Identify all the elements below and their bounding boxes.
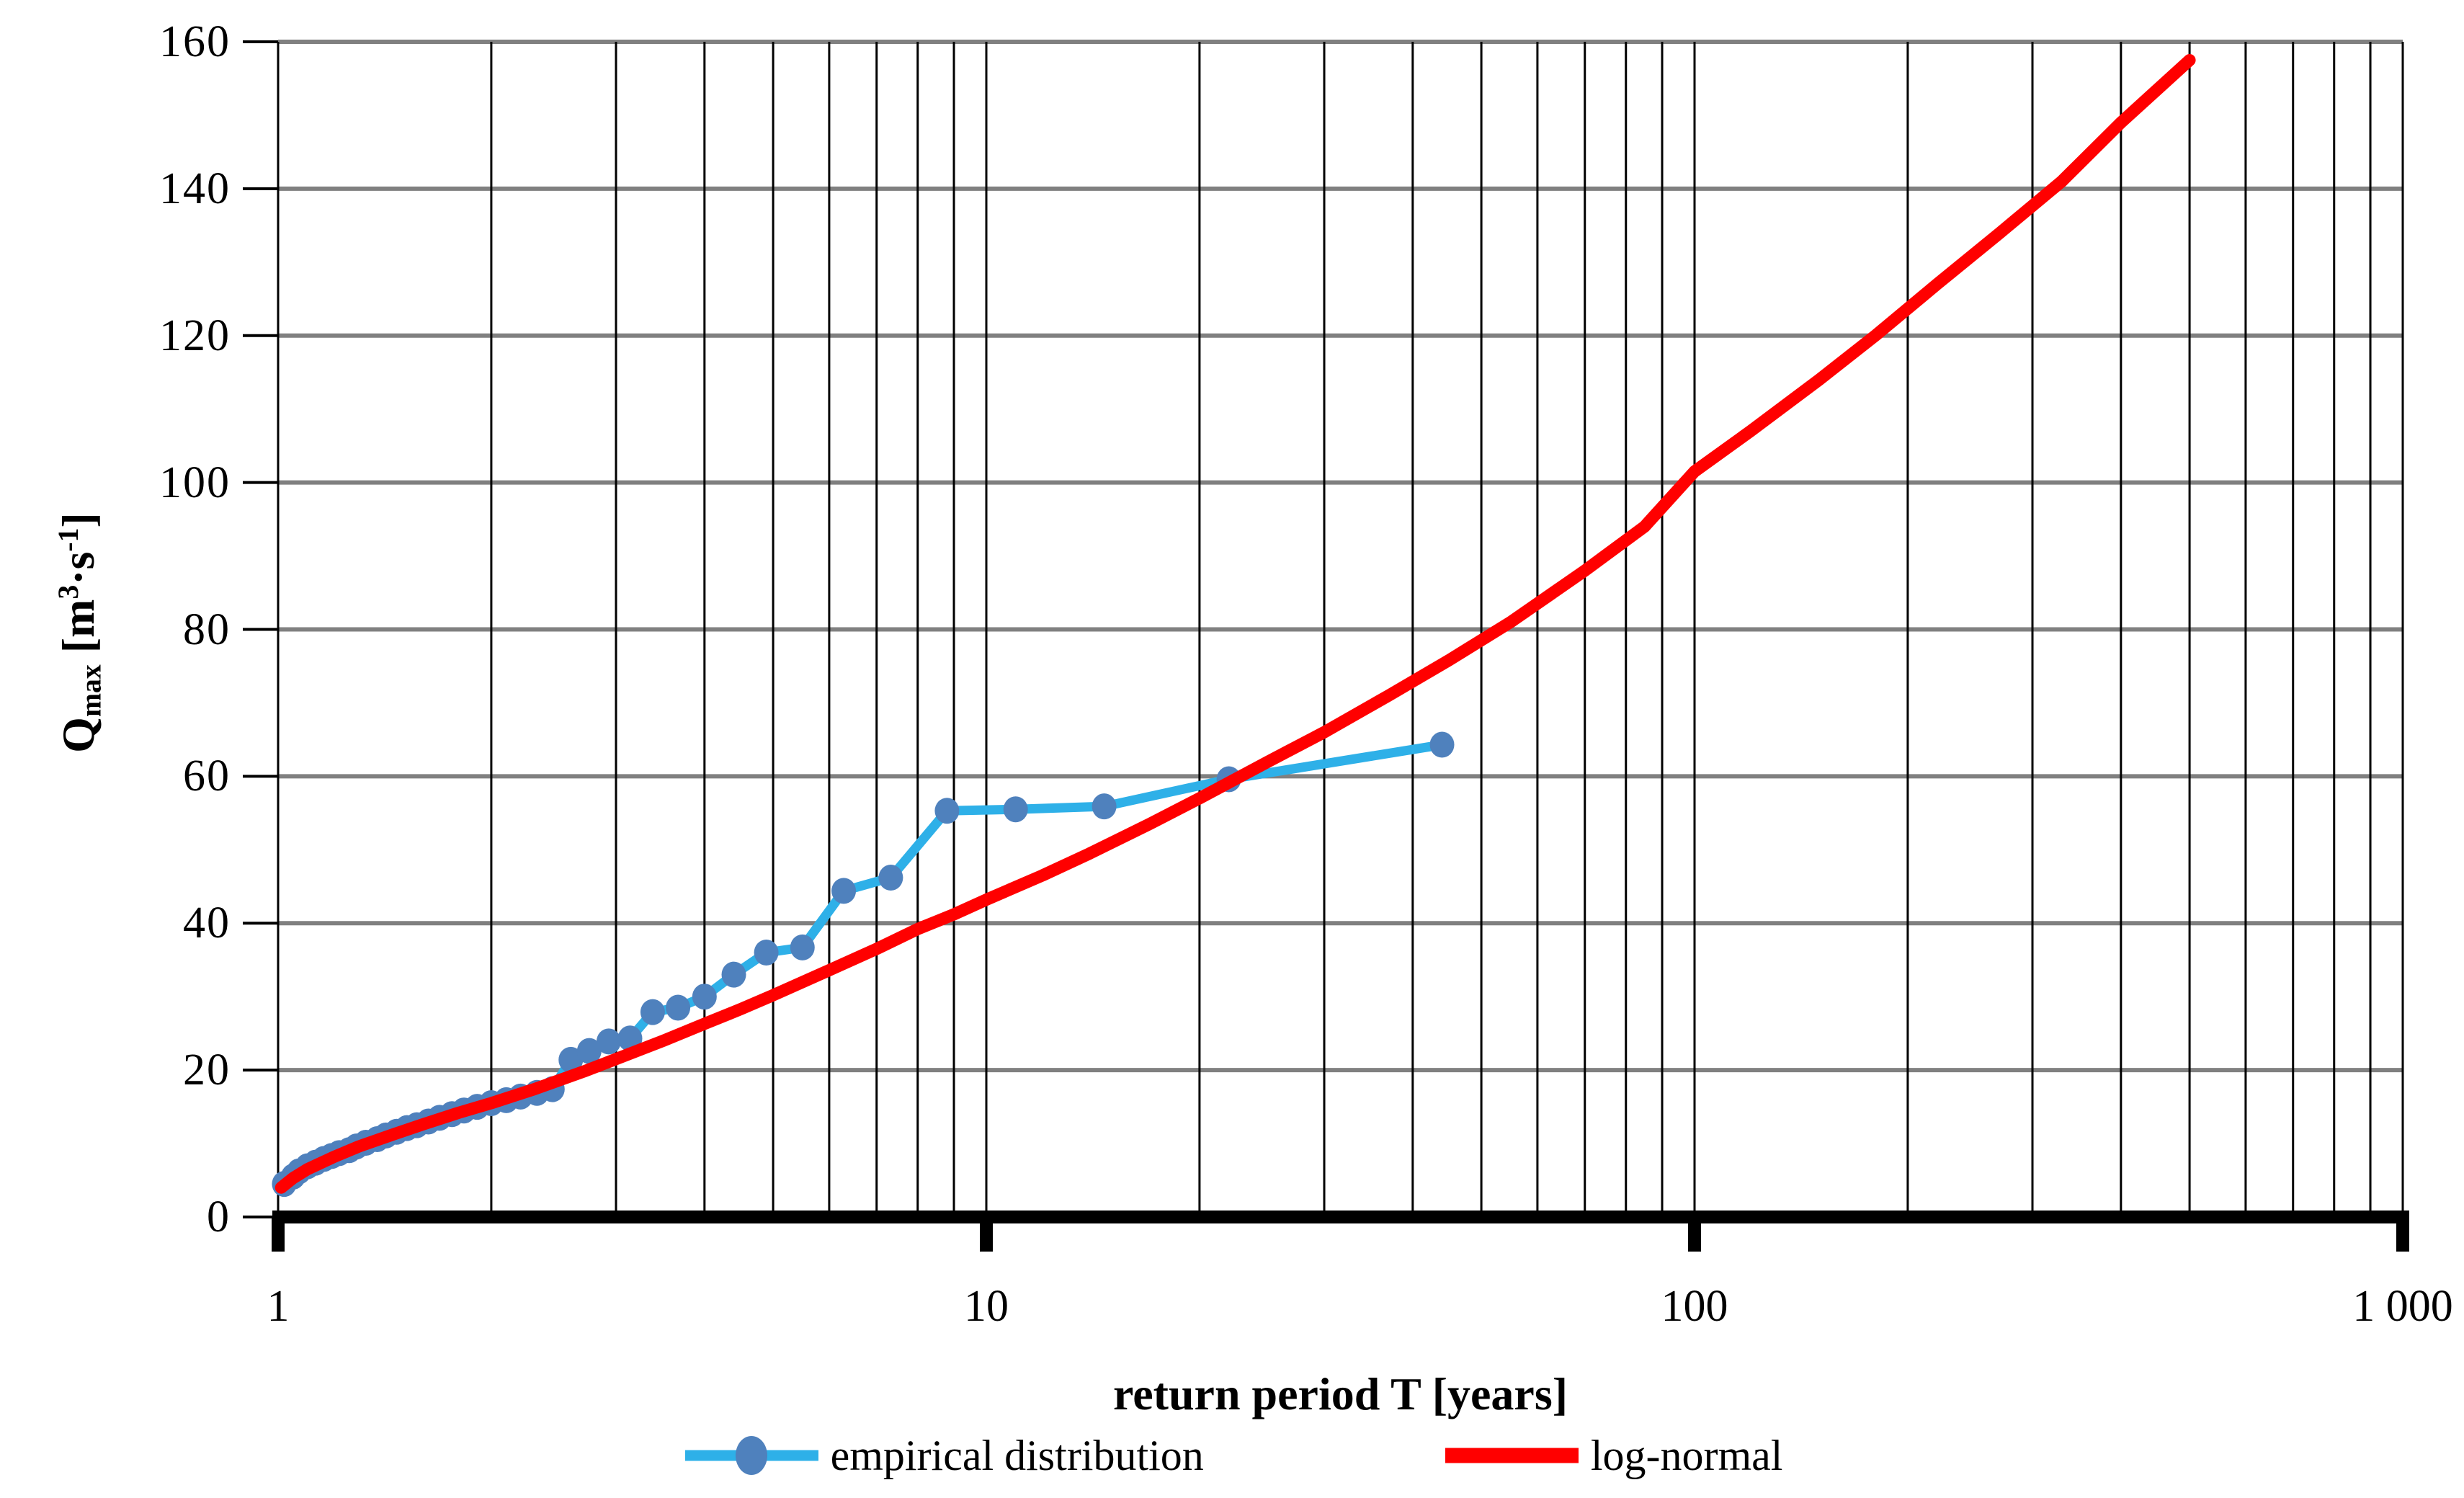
x-tick-mark (980, 1217, 993, 1252)
empirical-marker (692, 984, 717, 1010)
x-axis-title: return period T [years] (1112, 1368, 1568, 1419)
empirical-marker (831, 878, 857, 904)
x-tick-label: 100 (1661, 1282, 1728, 1331)
empirical-marker (1003, 796, 1028, 823)
legend-item-empirical: empirical distribution (682, 1423, 1204, 1488)
empirical-marker (640, 999, 665, 1025)
y-tick-label: 20 (183, 1046, 231, 1095)
y-title-unit-close: ] (52, 512, 104, 528)
empirical-marker (576, 1038, 602, 1064)
y-title-symbol: Q (52, 717, 104, 753)
y-tick-label: 140 (159, 164, 231, 213)
x-tick-label: 1 000 (2352, 1282, 2453, 1331)
x-tick-label: 1 (267, 1282, 290, 1331)
legend-item-lognormal: log-normal (1442, 1423, 1783, 1488)
empirical-marker (721, 961, 746, 988)
y-tick-label: 0 (207, 1192, 231, 1241)
empirical-marker (596, 1028, 621, 1055)
empirical-marker (754, 940, 779, 966)
empirical-marker-icon (684, 1436, 818, 1475)
y-tick-label: 100 (159, 458, 231, 507)
x-tick-mark (2396, 1217, 2409, 1252)
legend-label-empirical: empirical distribution (830, 1432, 1204, 1479)
legend-label-lognormal: log-normal (1590, 1432, 1783, 1479)
y-tick-label: 120 (159, 311, 231, 360)
empirical-marker (666, 994, 691, 1021)
y-title-sup-minus1: -1 (53, 527, 84, 552)
y-title-sup-3: 3 (53, 584, 84, 599)
y-tick-label: 40 (183, 899, 231, 948)
x-axis-line (272, 1211, 2409, 1223)
y-title-unit-open: [m (52, 599, 104, 665)
empirical-marker (934, 798, 960, 824)
empirical-marker (558, 1046, 584, 1073)
x-tick-mark (272, 1217, 285, 1252)
lognormal-marker-icon (1445, 1448, 1579, 1463)
empirical-marker (878, 865, 903, 891)
y-title-unit-mid: ·s (52, 551, 104, 585)
x-tick-mark (1688, 1217, 1701, 1252)
y-title-subscript: max (75, 664, 107, 718)
y-axis-title: Qmax [m3·s-1] (38, 305, 107, 960)
empirical-marker (1092, 793, 1117, 820)
legend: empirical distribution log-normal (0, 1423, 2464, 1488)
lognormal-line (274, 53, 2196, 1194)
y-tick-label: 160 (159, 17, 231, 66)
y-tick-label: 60 (183, 752, 231, 801)
empirical-marker (790, 934, 815, 960)
x-tick-label: 10 (964, 1282, 1009, 1331)
empirical-marker (1429, 731, 1455, 758)
y-tick-label: 80 (183, 605, 231, 654)
